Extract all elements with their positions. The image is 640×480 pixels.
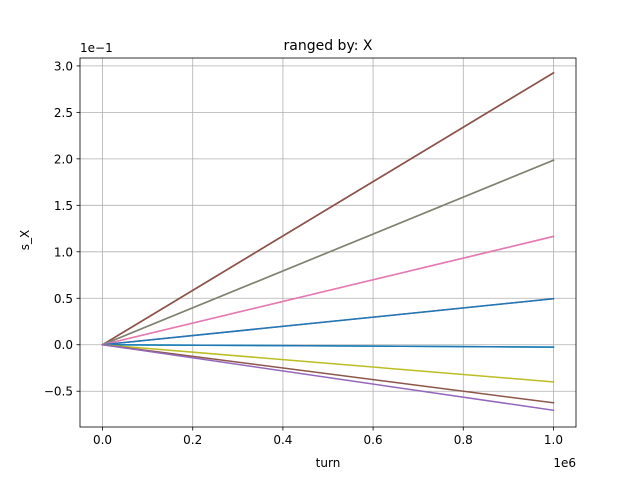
x-tick-label: 0.8 bbox=[454, 433, 473, 447]
series-line-8 bbox=[101, 235, 555, 346]
y-tick-label: 3.0 bbox=[54, 59, 73, 73]
series-line-13 bbox=[101, 343, 555, 383]
x-axis-label: turn bbox=[316, 456, 341, 470]
y-tick-label: 0.0 bbox=[54, 338, 73, 352]
y-tick-label: −0.5 bbox=[44, 385, 73, 399]
x-tick-label: 1.0 bbox=[544, 433, 563, 447]
x-tick-label: 0.6 bbox=[364, 433, 383, 447]
y-axis-offset-label: 1e−1 bbox=[80, 41, 113, 55]
y-tick-label: 2.5 bbox=[54, 106, 73, 120]
y-axis-label: s_X bbox=[18, 230, 32, 250]
x-axis-offset-label: 1e6 bbox=[553, 456, 576, 470]
chart-title: ranged by: X bbox=[284, 38, 373, 54]
y-tick-label: 0.5 bbox=[54, 292, 73, 306]
series-line-14 bbox=[101, 343, 555, 404]
y-tick-label: 1.0 bbox=[54, 245, 73, 259]
series-line-3 bbox=[101, 71, 555, 346]
y-tick-label: 2.0 bbox=[54, 152, 73, 166]
y-tick-label: 1.5 bbox=[54, 199, 73, 213]
series-line-15 bbox=[101, 343, 555, 412]
series-line-12 bbox=[101, 343, 555, 348]
series-line-10 bbox=[101, 297, 555, 346]
grid bbox=[80, 58, 576, 427]
series-layer bbox=[101, 71, 555, 412]
plot-area-frame bbox=[79, 57, 577, 428]
x-tick-label: 0.0 bbox=[93, 433, 112, 447]
x-tick-label: 0.2 bbox=[183, 433, 202, 447]
ticks: 0.0 0.2 0.4 0.6 0.8 1.0 −0.5 0.0 0.5 1.0 1.5 2.0 2.5… bbox=[44, 59, 563, 447]
series-line-6 bbox=[101, 159, 555, 346]
x-tick-label: 0.4 bbox=[273, 433, 292, 447]
